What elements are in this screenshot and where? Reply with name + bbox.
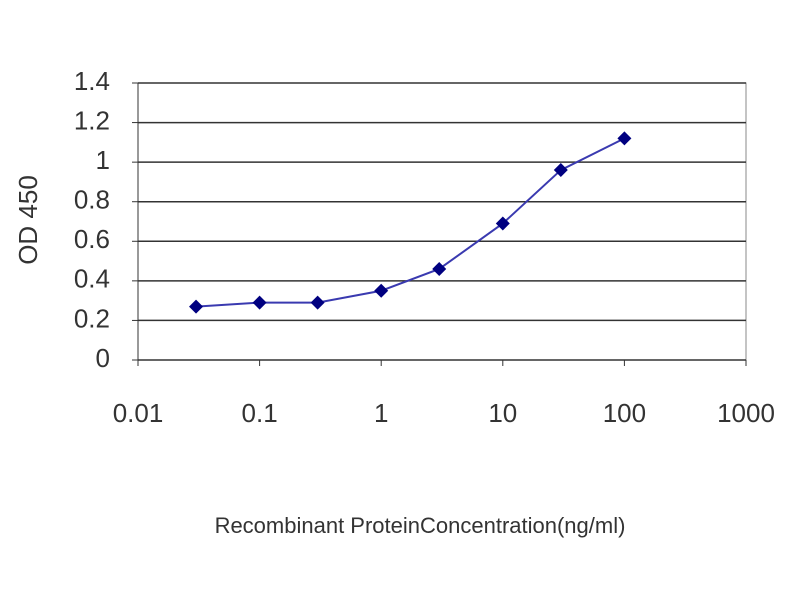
plot-area [137,82,747,361]
data-point [374,283,389,298]
y-tick-label: 1.2 [74,105,110,135]
data-point [553,163,568,178]
x-tick-label: 1000 [717,398,775,428]
data-point [432,261,447,276]
data-point [189,299,204,314]
data-point [617,131,632,146]
y-tick-label: 0.2 [74,303,110,333]
x-tick-label: 0.01 [113,398,164,428]
data-line [195,137,625,308]
x-axis-label: Recombinant ProteinConcentration(ng/ml) [215,513,626,538]
data-point [495,216,510,231]
y-tick-label: 1.4 [74,66,110,96]
y-tick-label: 1 [96,145,110,175]
y-tick-label: 0.6 [74,224,110,254]
x-tick-label: 1 [374,398,388,428]
data-point [252,295,267,310]
y-tick-label: 0 [96,343,110,373]
x-tick-label: 10 [488,398,517,428]
y-axis-label: OD 450 [13,175,43,265]
y-tick-label: 0.8 [74,185,110,215]
x-tick-label: 0.1 [242,398,278,428]
y-tick-label: 0.4 [74,264,110,294]
data-point [310,295,325,310]
x-tick-label: 100 [603,398,646,428]
